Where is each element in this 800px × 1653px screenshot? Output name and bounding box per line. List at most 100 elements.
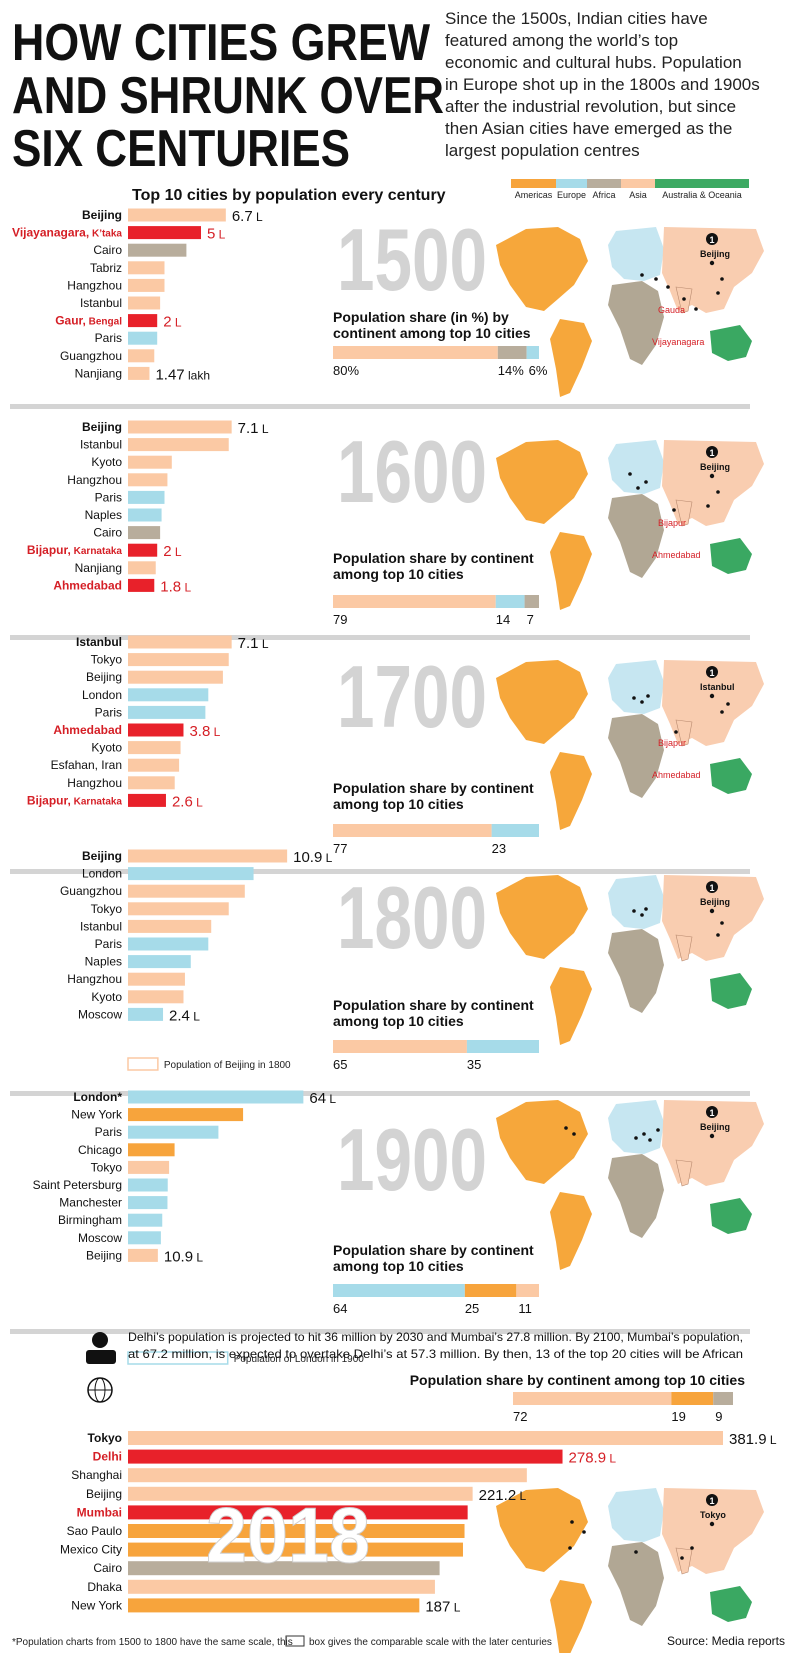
city-label: New York xyxy=(71,1598,123,1612)
year-watermark: 1600 xyxy=(337,422,487,521)
city-label: Beijing xyxy=(86,670,122,684)
rank-one-marker xyxy=(706,1494,718,1506)
century-section-1800: 1800 1 Beijing Beijing London Guangzhou Tokyo I… xyxy=(10,849,764,1096)
population-bar xyxy=(128,508,162,522)
city-label-india: Bijapur, Karnataka xyxy=(27,543,123,557)
city-label: Esfahan, Iran xyxy=(51,758,122,772)
city-label-india: Vijayanagara, K’taka xyxy=(12,226,122,240)
legend-swatch xyxy=(621,179,655,188)
map-india xyxy=(675,1547,693,1575)
population-bar xyxy=(128,1431,724,1445)
map-india-city-label: Bijapur xyxy=(658,738,686,748)
population-bar xyxy=(128,1090,304,1104)
city-dot xyxy=(646,694,650,698)
share-label: 72 xyxy=(513,1409,527,1424)
map-south-america xyxy=(550,1192,592,1270)
share-segment xyxy=(524,595,539,608)
population-bar xyxy=(128,635,232,649)
city-dot xyxy=(656,1128,660,1132)
city-dot xyxy=(634,1136,638,1140)
century-section-2018: 1 Tokyo Tokyo Delhi Shanghai Beijing Mumbai Sao… xyxy=(60,1330,777,1653)
population-bar xyxy=(128,226,201,240)
population-bar xyxy=(128,473,168,487)
population-bar xyxy=(128,793,166,807)
value-label: 1.47 lakh xyxy=(155,366,210,383)
share-title-line: among top 10 cities xyxy=(333,1013,464,1029)
city-dot xyxy=(674,730,678,734)
map-city-label: Beijing xyxy=(700,1122,730,1132)
population-bar xyxy=(128,543,158,557)
map-europe xyxy=(608,440,664,494)
city-label: Beijing xyxy=(86,1248,122,1262)
population-bar xyxy=(128,937,209,951)
year-2018-label: 2018 xyxy=(206,1491,370,1579)
population-bar xyxy=(128,902,229,916)
population-bar xyxy=(128,670,223,684)
city-label: Beijing xyxy=(82,208,122,222)
map-south-america xyxy=(550,532,592,610)
city-dot xyxy=(709,1133,715,1139)
share-title-line: Population share by continent xyxy=(333,780,534,796)
map-africa xyxy=(608,1542,664,1626)
share-title-line: among top 10 cities xyxy=(333,796,464,812)
share-title-line: continent among top 10 cities xyxy=(333,325,531,341)
globe-icon-meridian xyxy=(94,1377,106,1403)
city-label: Sao Paulo xyxy=(67,1524,123,1538)
legend-label: Europe xyxy=(557,190,586,200)
map-australia xyxy=(710,1586,752,1622)
intro-line: largest population centres xyxy=(445,141,640,160)
population-bar xyxy=(128,955,191,969)
population-bar xyxy=(128,1598,420,1613)
share-segment xyxy=(516,1284,539,1297)
population-bar xyxy=(128,849,288,863)
map-australia xyxy=(710,325,752,361)
map-india-city-label: Vijayanagara xyxy=(652,337,704,347)
share-segment xyxy=(491,824,539,837)
value-label: 381.9 L xyxy=(729,1431,777,1448)
section-divider xyxy=(10,1329,750,1334)
share-label: 7 xyxy=(527,612,534,627)
value-label: 10.9 L xyxy=(164,1248,204,1265)
city-label: Kyoto xyxy=(91,741,122,755)
rank-one-number: 1 xyxy=(709,668,714,678)
share-segment xyxy=(333,824,492,837)
share-segment xyxy=(495,595,525,608)
population-bar xyxy=(128,653,229,667)
map-north-america xyxy=(496,875,588,959)
population-bar xyxy=(128,1468,527,1483)
share-label: 14 xyxy=(496,612,510,627)
share-label: 14% xyxy=(498,363,524,378)
map-india-city-label: Gauda xyxy=(658,305,685,315)
population-bar xyxy=(128,1542,463,1557)
share-title-line: among top 10 cities xyxy=(333,1258,464,1274)
population-bar xyxy=(128,261,165,275)
city-label-india: Gaur, Bengal xyxy=(55,314,122,328)
rank-one-number: 1 xyxy=(709,883,714,893)
city-label: Beijing xyxy=(86,1487,122,1501)
map-europe xyxy=(608,227,664,281)
city-label: Tabriz xyxy=(90,261,122,275)
city-label: Mexico City xyxy=(60,1543,122,1557)
city-label: Cairo xyxy=(93,243,122,257)
city-dot xyxy=(648,1138,652,1142)
population-bar xyxy=(128,349,155,363)
city-label: Guangzhou xyxy=(60,349,122,363)
legend-label: Americas xyxy=(515,190,553,200)
city-label: Naples xyxy=(85,508,122,522)
city-dot xyxy=(564,1126,568,1130)
city-label: Dhaka xyxy=(87,1580,122,1594)
city-label: London xyxy=(82,867,122,881)
share-segment xyxy=(333,1284,465,1297)
map-africa xyxy=(608,929,664,1013)
population-bar xyxy=(128,1486,473,1501)
city-label: Hangzhou xyxy=(67,972,122,986)
city-label: Saint Petersburg xyxy=(33,1178,122,1192)
value-label: 1.8 L xyxy=(160,578,191,595)
map-africa xyxy=(608,714,664,798)
map-south-america xyxy=(550,319,592,397)
city-dot xyxy=(640,273,644,277)
city-label: Manchester xyxy=(59,1196,122,1210)
value-label: 6.7 L xyxy=(232,208,263,225)
map-australia xyxy=(710,538,752,574)
city-dot xyxy=(636,486,640,490)
